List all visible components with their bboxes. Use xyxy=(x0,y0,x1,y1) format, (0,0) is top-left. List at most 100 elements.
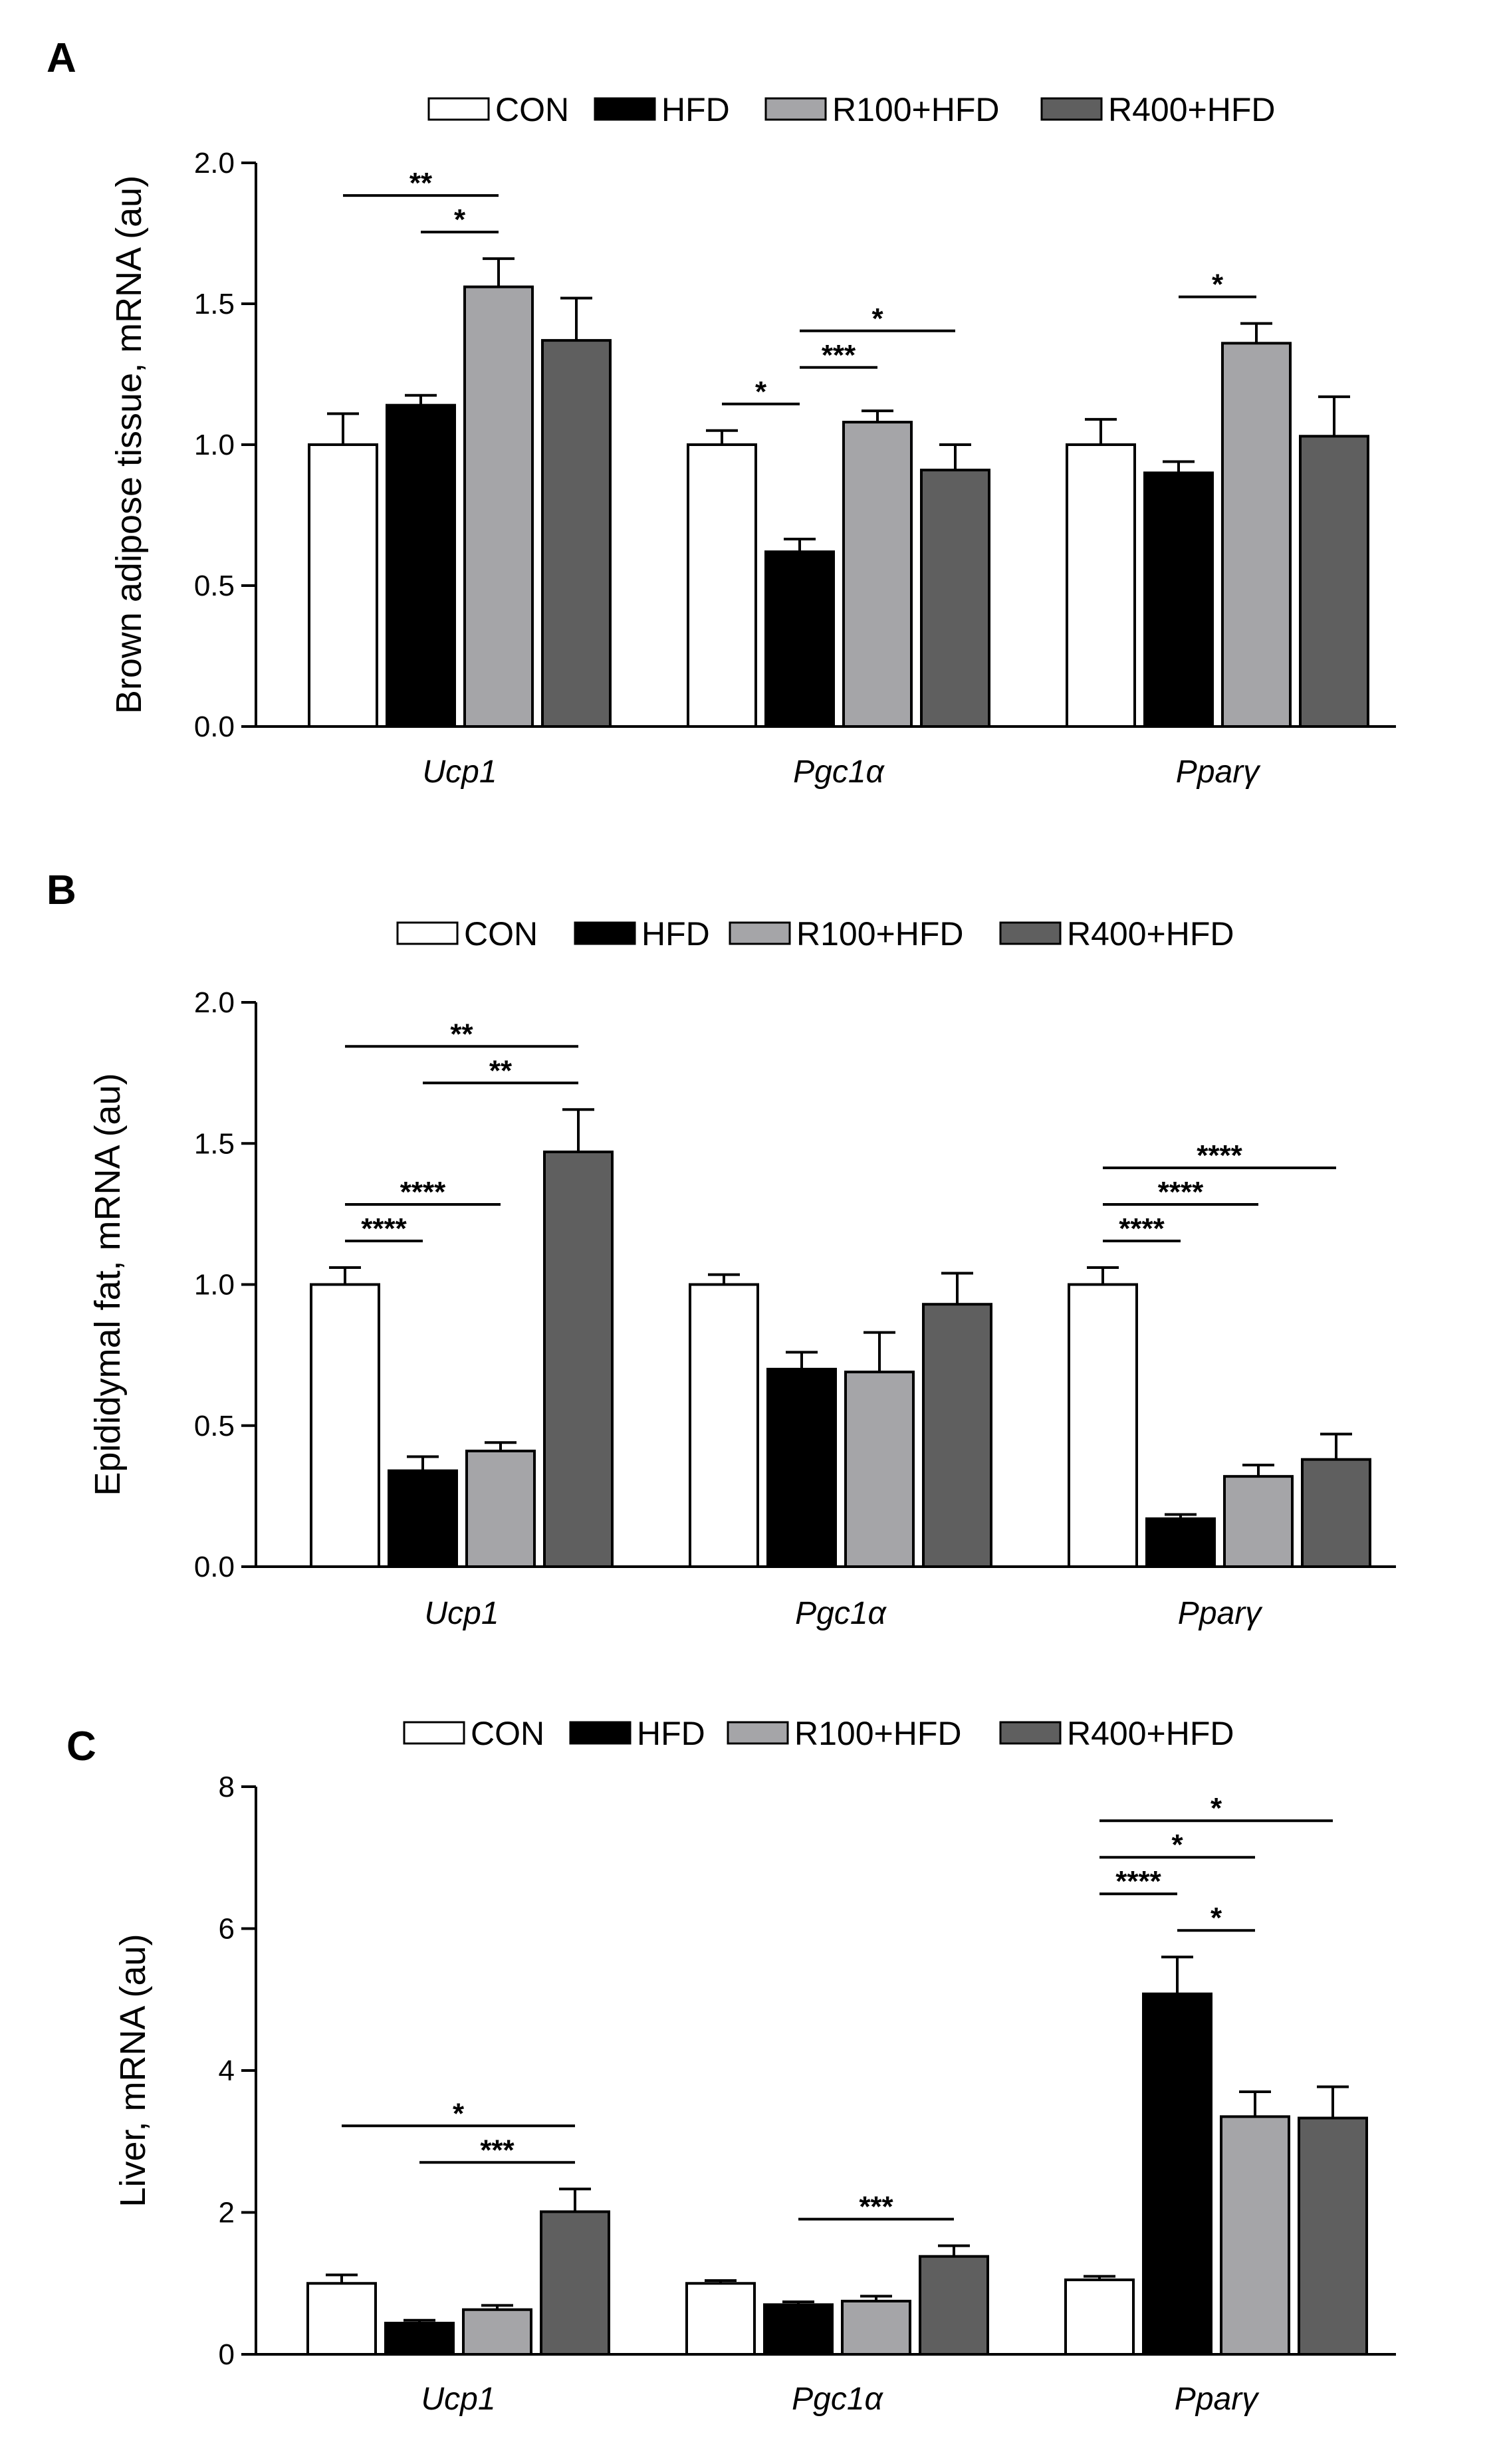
bar xyxy=(841,2299,911,2356)
legend-swatch xyxy=(999,1721,1062,1745)
panel-c: C CON HFD R100+HFD R400+HFD 0 2 4 6 8 Liver, mRNA … xyxy=(66,1715,1396,2417)
y-tick-label: 6 xyxy=(219,1913,235,1946)
significance-label: * xyxy=(454,203,466,236)
bar xyxy=(844,1371,915,1568)
legend-swatch xyxy=(569,1721,632,1745)
legend-label: R400+HFD xyxy=(1108,91,1276,128)
y-tick-label: 2.0 xyxy=(194,147,235,179)
significance-label: **** xyxy=(1119,1212,1165,1245)
bar xyxy=(308,443,378,728)
significance-label: *** xyxy=(480,2134,515,2166)
legend-swatch xyxy=(764,97,827,121)
significance-label: ** xyxy=(450,1018,473,1050)
legend-label: R100+HFD xyxy=(794,1715,962,1752)
y-tick-label: 0.0 xyxy=(194,711,235,743)
bar xyxy=(842,421,913,728)
legend-swatch xyxy=(396,921,459,945)
bar xyxy=(465,1449,536,1569)
legend-label: HFD xyxy=(641,915,710,952)
category-label: Pgc1α xyxy=(795,1596,887,1631)
category-label: Ucp1 xyxy=(421,2382,495,2417)
significance-label: * xyxy=(1211,1792,1222,1825)
bar xyxy=(1221,342,1292,728)
y-tick-label: 1.5 xyxy=(194,288,235,320)
category-label: Pgc1α xyxy=(793,754,885,790)
panel-label: A xyxy=(47,35,76,81)
bar xyxy=(388,1469,458,1568)
bar xyxy=(1223,1475,1294,1568)
y-tick-label: 2.0 xyxy=(194,986,235,1019)
y-axis-label: Liver, mRNA (au) xyxy=(113,1934,153,2207)
significance-label: * xyxy=(1171,1829,1183,1861)
legend-label: CON xyxy=(495,91,569,128)
significance-label: **** xyxy=(361,1212,407,1245)
category-label: Ucp1 xyxy=(422,754,497,790)
y-tick-label: 0.5 xyxy=(194,1410,235,1442)
category-label: Pgc1α xyxy=(792,2382,883,2417)
bar xyxy=(462,2308,532,2356)
legend-label: CON xyxy=(471,1715,544,1752)
legend-label: HFD xyxy=(637,1715,705,1752)
bar xyxy=(920,469,990,728)
bar xyxy=(689,1283,759,1568)
category-label: Ucp1 xyxy=(424,1596,499,1631)
bar xyxy=(685,2282,756,2356)
bar xyxy=(1299,435,1369,728)
category-label: Pparγ xyxy=(1178,1596,1263,1631)
category-label: Pparγ xyxy=(1176,754,1261,790)
bar xyxy=(1145,1517,1216,1568)
panel-label: C xyxy=(66,1724,96,1769)
significance-label: **** xyxy=(1197,1139,1242,1172)
bar xyxy=(541,339,612,728)
y-tick-label: 4 xyxy=(219,2055,235,2087)
bar xyxy=(1298,2116,1368,2356)
y-tick-label: 0.0 xyxy=(194,1551,235,1583)
bar xyxy=(1143,471,1214,728)
legend-label: R400+HFD xyxy=(1067,1715,1234,1752)
legend: CON HFD R100+HFD R400+HFD xyxy=(396,915,1234,952)
bar xyxy=(1068,1283,1138,1568)
legend-swatch xyxy=(574,921,636,945)
panel-b: B CON HFD R100+HFD R400+HFD 0.0 0.5 1.0 1.5 2.0 Ep… xyxy=(47,867,1396,1631)
y-tick-label: 0.5 xyxy=(194,570,235,602)
significance-label: * xyxy=(871,302,883,335)
bar xyxy=(1301,1458,1371,1568)
significance-label: *** xyxy=(859,2191,893,2223)
bar xyxy=(919,2255,989,2356)
legend-label: HFD xyxy=(661,91,730,128)
significance-label: **** xyxy=(1115,1865,1161,1898)
significance-label: **** xyxy=(1158,1176,1204,1208)
bar xyxy=(1066,443,1136,728)
legend-swatch xyxy=(427,97,490,121)
y-tick-label: 8 xyxy=(219,1771,235,1803)
bar xyxy=(1220,2115,1290,2356)
legend: CON HFD R100+HFD R400+HFD xyxy=(427,91,1276,128)
y-tick-label: 0 xyxy=(219,2338,235,2371)
significance-label: ** xyxy=(409,167,433,199)
bar xyxy=(1142,1992,1212,2356)
bar xyxy=(687,443,757,728)
significance-label: * xyxy=(755,376,767,408)
category-label: Pparγ xyxy=(1175,2382,1260,2417)
bar xyxy=(1064,2278,1135,2356)
bar xyxy=(384,2322,455,2356)
significance-label: **** xyxy=(400,1176,446,1208)
legend-swatch xyxy=(1040,97,1103,121)
legend-swatch xyxy=(403,1721,465,1745)
legend-swatch xyxy=(594,97,656,121)
significance-label: * xyxy=(1211,1902,1222,1934)
bar xyxy=(306,2282,377,2356)
significance-label: * xyxy=(453,2097,465,2130)
panel-label: B xyxy=(47,867,76,913)
significance-label: *** xyxy=(822,339,856,372)
bar xyxy=(543,1150,614,1568)
bar xyxy=(922,1303,992,1568)
bar xyxy=(310,1283,380,1568)
panel-a: A CON HFD R100+HFD R400+HFD 0.0 0.5 1.0 1.5 2.0 Br… xyxy=(47,35,1396,790)
y-tick-label: 1.0 xyxy=(194,1269,235,1301)
bar xyxy=(763,2303,834,2356)
bar xyxy=(463,285,534,728)
bar xyxy=(764,550,835,728)
bar xyxy=(766,1367,837,1569)
